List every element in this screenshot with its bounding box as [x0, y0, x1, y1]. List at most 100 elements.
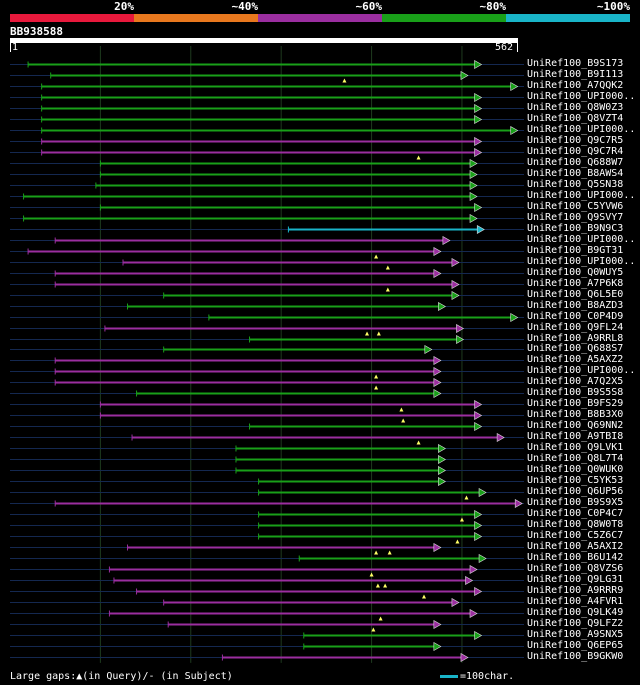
hit-label[interactable]: UniRef100_B9I113 — [527, 69, 624, 80]
ruler-start-tick — [10, 42, 11, 52]
query-gap-marker — [385, 287, 390, 292]
ruler-end-tick — [517, 42, 518, 52]
query-gap-marker — [421, 594, 426, 599]
hit-label[interactable]: UniRef100_C0P4C7 — [527, 508, 624, 519]
hit-label[interactable]: UniRef100_B9S5S8 — [527, 387, 624, 398]
hit-label[interactable]: UniRef100_Q8W0T8 — [527, 519, 624, 530]
hit-arrowhead — [510, 125, 519, 136]
color-segment-20 — [10, 14, 134, 22]
hit-label[interactable]: UniRef100_Q9LK49 — [527, 607, 624, 618]
hit-label[interactable]: UniRef100_UPI000.. — [527, 234, 636, 245]
hit-arrowhead — [438, 454, 446, 465]
color-segment-100 — [506, 14, 630, 22]
hit-arrowhead — [469, 169, 478, 180]
hit-label[interactable]: UniRef100_Q9LG31 — [527, 574, 624, 585]
hit-label[interactable]: UniRef100_A7P6K8 — [527, 278, 624, 289]
hit-arrowhead — [451, 290, 460, 301]
hit-label[interactable]: UniRef100_B8B3X0 — [527, 409, 624, 420]
hit-arrowhead — [474, 147, 483, 158]
hit-label[interactable]: UniRef100_UPI000.. — [527, 91, 636, 102]
hit-arrowhead — [474, 59, 483, 70]
hit-arrowhead — [496, 432, 505, 443]
hit-arrowhead — [474, 630, 483, 641]
hit-arrowhead — [438, 476, 446, 487]
hit-label[interactable]: UniRef100_Q8VZT4 — [527, 113, 624, 124]
hit-label[interactable]: UniRef100_A9RRL8 — [527, 333, 624, 344]
scale-label-20: 20% — [114, 0, 134, 13]
hit-label[interactable]: UniRef100_Q9C7R4 — [527, 146, 624, 157]
hit-arrowhead — [474, 136, 483, 147]
hit-label[interactable]: UniRef100_C5YK53 — [527, 475, 624, 486]
hit-label[interactable]: UniRef100_A7QQK2 — [527, 80, 624, 91]
hit-arrowhead — [474, 586, 483, 597]
hit-label[interactable]: UniRef100_B9FS29 — [527, 398, 624, 409]
hit-arrowhead — [460, 652, 469, 663]
hit-label[interactable]: UniRef100_C5Z6C7 — [527, 530, 624, 541]
hit-label[interactable]: UniRef100_Q0WUY5 — [527, 267, 624, 278]
hit-arrowhead — [456, 334, 465, 345]
hit-label[interactable]: UniRef100_Q8W0Z3 — [527, 102, 624, 113]
hit-label[interactable]: UniRef100_Q688S7 — [527, 343, 624, 354]
hit-arrowhead — [451, 279, 460, 290]
query-gap-marker — [401, 418, 406, 423]
hit-label[interactable]: UniRef100_UPI000.. — [527, 190, 636, 201]
query-gap-marker — [378, 616, 383, 621]
gaps-legend: Large gaps:▲(in Query)/- (in Subject) — [10, 671, 233, 682]
hit-label[interactable]: UniRef100_A4FVR1 — [527, 596, 624, 607]
hit-arrowhead — [433, 246, 442, 257]
hit-arrowhead — [474, 114, 483, 125]
hit-arrowhead — [456, 323, 465, 334]
hit-label[interactable]: UniRef100_Q6L5E0 — [527, 289, 624, 300]
hit-label[interactable]: UniRef100_Q0WUK0 — [527, 464, 624, 475]
hit-label[interactable]: UniRef100_B9N9C3 — [527, 223, 624, 234]
hit-label[interactable]: UniRef100_Q9C7R5 — [527, 135, 624, 146]
hit-label[interactable]: UniRef100_A9TBI8 — [527, 431, 624, 442]
hit-arrowhead — [451, 257, 460, 268]
hit-label[interactable]: UniRef100_A9RRR9 — [527, 585, 624, 596]
hit-label[interactable]: UniRef100_B8AWS4 — [527, 168, 624, 179]
hit-arrowhead — [433, 388, 442, 399]
identity-color-legend: 20% ~40% ~60% ~80% ~100% — [10, 0, 630, 24]
hit-label[interactable]: UniRef100_A5AXZ2 — [527, 354, 624, 365]
hit-arrowhead — [465, 575, 474, 586]
hit-label[interactable]: UniRef100_Q8L7T4 — [527, 453, 624, 464]
hit-label[interactable]: UniRef100_Q9FL24 — [527, 322, 624, 333]
query-gap-marker — [387, 550, 392, 555]
hit-label[interactable]: UniRef100_B9S173 — [527, 58, 624, 69]
hit-arrowhead — [433, 366, 442, 377]
query-gap-marker — [455, 539, 460, 544]
hit-arrowhead — [476, 224, 485, 235]
hit-label[interactable]: UniRef100_Q8VZS6 — [527, 563, 624, 574]
hit-label[interactable]: UniRef100_C0P4D9 — [527, 311, 624, 322]
hit-arrowhead — [469, 564, 478, 575]
hit-label[interactable]: UniRef100_A9SNX5 — [527, 629, 624, 640]
hit-arrowhead — [510, 312, 519, 323]
hit-label[interactable]: UniRef100_Q9SVY7 — [527, 212, 624, 223]
hit-label[interactable]: UniRef100_B9GT31 — [527, 245, 624, 256]
hit-label[interactable]: UniRef100_Q5SN38 — [527, 179, 624, 190]
hit-label[interactable]: UniRef100_B8AZD3 — [527, 300, 624, 311]
hit-arrowhead — [451, 597, 460, 608]
hit-label[interactable]: UniRef100_Q9LFZ2 — [527, 618, 624, 629]
hit-label[interactable]: UniRef100_C5YVW6 — [527, 201, 624, 212]
ruler-end-label: 562 — [495, 42, 514, 53]
hit-label[interactable]: UniRef100_UPI000.. — [527, 365, 636, 376]
query-gap-marker — [365, 331, 370, 336]
hit-label[interactable]: UniRef100_B9S9X5 — [527, 497, 624, 508]
hit-label[interactable]: UniRef100_B6U142 — [527, 552, 624, 563]
hit-label[interactable]: UniRef100_Q688W7 — [527, 157, 624, 168]
hit-arrowhead — [469, 608, 478, 619]
hit-label[interactable]: UniRef100_Q6EP65 — [527, 640, 624, 651]
hit-label[interactable]: UniRef100_Q9LVK1 — [527, 442, 624, 453]
hit-label[interactable]: UniRef100_UPI000.. — [527, 256, 636, 267]
query-gap-marker — [374, 550, 379, 555]
hit-label[interactable]: UniRef100_A7Q2X5 — [527, 376, 624, 387]
hit-arrowhead — [469, 213, 478, 224]
query-gap-marker — [374, 385, 379, 390]
hit-label[interactable]: UniRef100_B9GKW0 — [527, 651, 624, 662]
hit-label[interactable]: UniRef100_Q6UP56 — [527, 486, 624, 497]
hit-label[interactable]: UniRef100_UPI000.. — [527, 124, 636, 135]
hit-label[interactable]: UniRef100_Q69NN2 — [527, 420, 624, 431]
hit-label[interactable]: UniRef100_A5AXI2 — [527, 541, 624, 552]
hit-arrowhead — [460, 70, 469, 81]
